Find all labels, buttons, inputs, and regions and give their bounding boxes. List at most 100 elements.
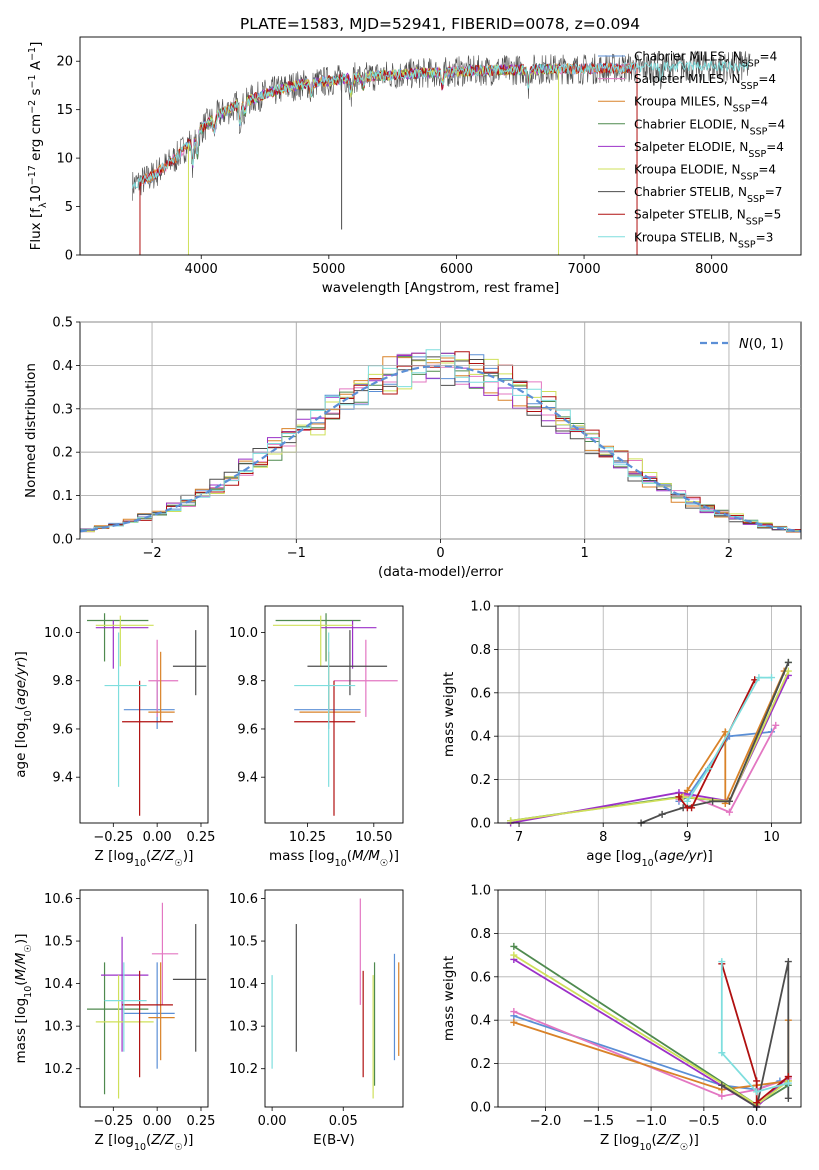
weight-marker-kroupa-stelib <box>753 1088 761 1096</box>
age-vs-metallicity-panel: −0.25 0.00 0.25 9.4 9.6 9.8 10.0 Z [log10(Z/Z☉)… <box>13 605 216 869</box>
y-tick-label: 10.5 <box>229 935 258 950</box>
y-tick-label: 1.0 <box>470 600 491 615</box>
weight-marker-kroupa-miles <box>510 1018 518 1026</box>
x-axis-label: Z [log10(Z/Z☉)] <box>600 1132 699 1153</box>
weight-line-kroupa-elodie <box>510 670 790 822</box>
y-axis-label: Normed distribution <box>23 363 39 498</box>
y-tick-label: 0.0 <box>470 817 491 832</box>
y-axis-label: age [log10(age/yr)] <box>13 651 34 777</box>
x-axis-label: E(B-V) <box>313 1132 355 1148</box>
mass-vs-metallicity-panel: −0.25 0.00 0.25 10.2 10.3 10.4 10.5 10.6 Z [log1… <box>13 889 216 1153</box>
y-tick-label: 0.6 <box>470 970 491 985</box>
axes-frame <box>497 605 802 824</box>
x-tick-label: 0.25 <box>187 1114 216 1129</box>
x-tick-label: 0.25 <box>187 830 216 845</box>
x-tick-label: 0.0 <box>746 1114 767 1129</box>
mass-weight-vs-age-panel: 7 8 9 10 0.0 0.2 0.4 0.6 0.8 1.0 age [log10(age/yr… <box>441 600 802 869</box>
weight-marker-salpeter-stelib <box>753 1077 761 1085</box>
x-tick-label: 8 <box>599 830 607 845</box>
legend-label-salpeter-stelib: Salpeter STELIB, NSSP=5 <box>634 208 781 228</box>
x-tick-label: −1.5 <box>583 1114 615 1129</box>
y-tick-label: 10.0 <box>229 626 258 641</box>
weight-marker-chabrier-elodie <box>510 942 518 950</box>
legend-label-chabrier-miles: Chabrier MILES, NSSP=4 <box>634 50 777 70</box>
y-tick-label: 5 <box>65 200 73 215</box>
x-axis-label: age [log10(age/yr)] <box>586 848 712 869</box>
weight-line-chabrier-stelib <box>721 961 790 1109</box>
weight-marker-kroupa-elodie <box>784 667 792 675</box>
y-tick-label: 0.5 <box>52 316 73 331</box>
y-tick-label: 10 <box>56 152 73 167</box>
x-tick-label: −0.5 <box>688 1114 720 1129</box>
x-tick-label: 4000 <box>185 262 218 277</box>
y-tick-label: 0.2 <box>52 446 73 461</box>
y-axis-label: Flux [fλ10−17 erg cm−2 s−1 A−1] <box>27 42 49 251</box>
y-tick-label: 0 <box>65 249 73 264</box>
x-tick-label: −2 <box>143 546 162 561</box>
y-tick-label: 10.5 <box>44 935 73 950</box>
y-axis-label: mass weight <box>441 956 457 1041</box>
y-tick-label: 0.2 <box>470 773 491 788</box>
y-tick-label: 9.6 <box>237 722 258 737</box>
y-tick-label: 10.2 <box>229 1062 258 1077</box>
weight-marker-kroupa-stelib <box>683 797 691 805</box>
axes-frame <box>497 889 802 1108</box>
x-tick-label: −0.25 <box>93 1114 133 1129</box>
y-tick-label: 10.2 <box>44 1062 73 1077</box>
x-tick-label: 0.00 <box>143 830 172 845</box>
y-tick-label: 0.2 <box>470 1057 491 1072</box>
weight-line-kroupa-miles <box>678 670 786 804</box>
weight-marker-chabrier-stelib <box>784 958 792 966</box>
weight-marker-chabrier-stelib <box>709 797 717 805</box>
x-tick-label: 7 <box>515 830 523 845</box>
y-tick-label: 0.4 <box>470 1014 491 1029</box>
y-tick-label: 10.4 <box>44 977 73 992</box>
y-tick-label: 15 <box>56 103 73 118</box>
weight-marker-kroupa-elodie <box>510 951 518 959</box>
legend-label-normal: N(0, 1) <box>739 337 784 352</box>
spectrum-line-kroupa-stelib <box>131 60 751 189</box>
weight-marker-kroupa-stelib <box>718 1049 726 1057</box>
weight-line-kroupa-stelib <box>686 676 772 802</box>
y-tick-label: 0.4 <box>470 730 491 745</box>
weight-marker-salpeter-miles <box>510 1008 518 1016</box>
weight-line-kroupa-stelib <box>720 961 789 1093</box>
y-tick-label: 0.0 <box>52 533 73 548</box>
y-tick-label: 0.4 <box>52 359 73 374</box>
y-tick-label: 9.8 <box>52 674 73 689</box>
weight-marker-salpeter-stelib <box>675 793 683 801</box>
y-tick-label: 0.0 <box>470 1101 491 1116</box>
age-vs-mass-panel: 10.25 10.50 9.4 9.6 9.8 10.0 mass [log10(M/M☉)… <box>229 605 404 869</box>
x-tick-label: −0.25 <box>93 830 133 845</box>
legend-label-salpeter-miles: Salpeter MILES, NSSP=4 <box>634 72 776 92</box>
weight-marker-salpeter-miles <box>772 721 780 729</box>
x-tick-label: 0 <box>436 546 444 561</box>
axes-frame <box>79 605 209 824</box>
weight-marker-salpeter-stelib <box>688 804 696 812</box>
x-tick-label: 0.00 <box>258 1114 287 1129</box>
weight-marker-kroupa-stelib <box>784 1079 792 1087</box>
y-tick-label: 1.0 <box>470 884 491 899</box>
axes-frame <box>264 889 404 1108</box>
y-tick-label: 10.6 <box>229 892 258 907</box>
y-tick-label: 0.6 <box>470 686 491 701</box>
axes-frame <box>264 605 404 824</box>
weight-marker-kroupa-miles <box>721 728 729 736</box>
x-tick-label: −2.0 <box>530 1114 562 1129</box>
x-axis-label: Z [log10(Z/Z☉)] <box>95 848 194 869</box>
x-tick-label: −1.0 <box>635 1114 667 1129</box>
legend-label-chabrier-stelib: Chabrier STELIB, NSSP=7 <box>634 185 782 205</box>
weight-marker-kroupa-miles <box>683 786 691 794</box>
y-axis-label: mass weight <box>441 672 457 757</box>
legend-label-salpeter-elodie: Salpeter ELODIE, NSSP=4 <box>634 140 784 160</box>
x-tick-label: 0.00 <box>143 1114 172 1129</box>
x-axis-label: wavelength [Angstrom, rest frame] <box>322 280 560 296</box>
y-tick-label: 0.8 <box>470 927 491 942</box>
x-tick-label: 10.25 <box>289 830 326 845</box>
weight-marker-kroupa-stelib <box>755 674 763 682</box>
weight-marker-chabrier-stelib <box>658 810 666 818</box>
legend-label-kroupa-miles: Kroupa MILES, NSSP=4 <box>634 95 768 115</box>
x-axis-label: (data-model)/error <box>378 564 504 580</box>
x-axis-label: Z [log10(Z/Z☉)] <box>95 1132 194 1153</box>
